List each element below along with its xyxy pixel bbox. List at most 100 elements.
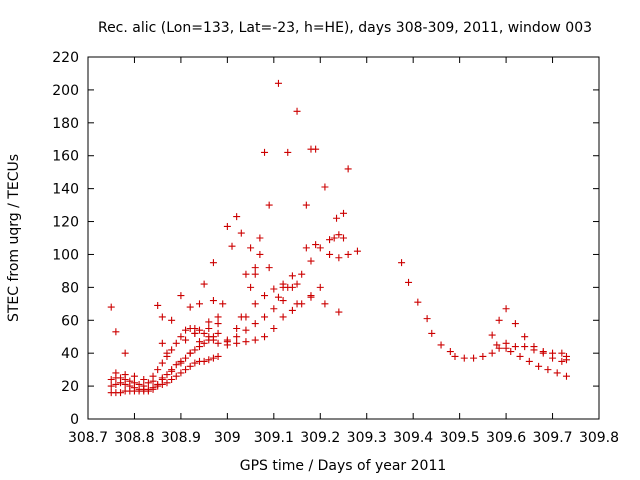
x-tick-label: 309.7 — [532, 430, 572, 446]
y-tick-label: 100 — [52, 247, 79, 263]
y-tick: 120 — [52, 215, 599, 231]
data-point — [293, 107, 301, 115]
data-point — [251, 336, 259, 344]
data-point — [107, 382, 115, 390]
data-point — [274, 79, 282, 87]
y-tick: 100 — [52, 247, 599, 263]
data-point — [182, 326, 190, 334]
axis-ticks: 308.7 308.8 308.9 309 309.1 309.2 309.3 309.4 30… — [52, 50, 619, 446]
data-point — [158, 359, 166, 367]
data-point — [558, 357, 566, 365]
x-tick-label: 308.9 — [161, 430, 201, 446]
y-tick: 60 — [61, 313, 599, 329]
data-point — [112, 369, 120, 377]
x-tick: 309.1 — [254, 57, 294, 446]
x-tick-label: 309.1 — [254, 430, 294, 446]
data-point — [233, 339, 241, 347]
x-tick: 308.9 — [161, 57, 201, 446]
data-point — [117, 389, 125, 397]
y-tick-label: 120 — [52, 215, 79, 231]
data-point — [158, 339, 166, 347]
data-point — [223, 222, 231, 230]
data-point — [525, 357, 533, 365]
data-point — [488, 349, 496, 357]
data-point — [521, 333, 529, 341]
x-tick-label: 309 — [214, 430, 241, 446]
data-point — [177, 292, 185, 300]
data-point — [209, 354, 217, 362]
data-point — [265, 264, 273, 272]
data-point — [330, 234, 338, 242]
data-point — [261, 148, 269, 156]
y-tick-label: 220 — [52, 50, 79, 66]
data-point — [214, 339, 222, 347]
data-point — [479, 352, 487, 360]
data-point — [495, 316, 503, 324]
data-point — [237, 229, 245, 237]
y-axis-label: STEC from uqrg / TECUs — [6, 154, 22, 322]
x-tick: 308.7 — [68, 57, 108, 446]
data-point — [302, 201, 310, 209]
data-point — [200, 280, 208, 288]
data-point — [279, 280, 287, 288]
data-point — [414, 298, 422, 306]
data-point — [288, 306, 296, 314]
data-point — [154, 380, 162, 388]
y-tick: 140 — [52, 182, 599, 198]
data-point — [214, 352, 222, 360]
x-tick: 309.2 — [300, 57, 340, 446]
data-point — [112, 380, 120, 388]
y-tick-label: 40 — [61, 346, 79, 362]
data-point — [182, 366, 190, 374]
data-point — [168, 367, 176, 375]
data-point — [117, 374, 125, 382]
data-point — [172, 339, 180, 347]
data-point — [121, 349, 129, 357]
y-tick: 220 — [52, 50, 599, 66]
data-point — [228, 242, 236, 250]
data-point — [535, 362, 543, 370]
data-point — [158, 313, 166, 321]
data-point — [242, 270, 250, 278]
data-point — [261, 313, 269, 321]
data-point — [316, 244, 324, 252]
data-point — [186, 349, 194, 357]
data-point — [270, 285, 278, 293]
data-point — [335, 231, 343, 239]
data-point — [126, 377, 134, 385]
data-point — [251, 300, 259, 308]
data-point — [256, 234, 264, 242]
x-tick-label: 309.3 — [347, 430, 387, 446]
data-point — [135, 380, 143, 388]
data-point — [195, 326, 203, 334]
x-tick-label: 309.4 — [393, 430, 433, 446]
data-point — [195, 300, 203, 308]
data-point — [335, 254, 343, 262]
x-tick: 309.7 — [532, 57, 573, 446]
data-point — [562, 356, 570, 364]
data-point — [154, 366, 162, 374]
data-point — [130, 379, 138, 387]
y-tick-label: 140 — [52, 182, 79, 198]
data-point — [251, 320, 259, 328]
y-tick-label: 60 — [61, 313, 79, 329]
x-tick-label: 308.7 — [68, 430, 108, 446]
data-point — [507, 348, 515, 356]
data-point — [144, 379, 152, 387]
data-point — [298, 270, 306, 278]
data-point — [186, 362, 194, 370]
x-tick-label: 309.2 — [300, 430, 340, 446]
data-point — [333, 214, 341, 222]
data-point — [493, 341, 501, 349]
y-tick-label: 160 — [52, 149, 79, 165]
data-point — [460, 354, 468, 362]
data-point — [549, 354, 557, 362]
data-point — [284, 283, 292, 291]
x-tick: 309.3 — [347, 57, 387, 446]
data-point — [233, 333, 241, 341]
data-point — [233, 213, 241, 221]
data-point — [544, 366, 552, 374]
data-point — [158, 374, 166, 382]
data-point — [521, 343, 529, 351]
